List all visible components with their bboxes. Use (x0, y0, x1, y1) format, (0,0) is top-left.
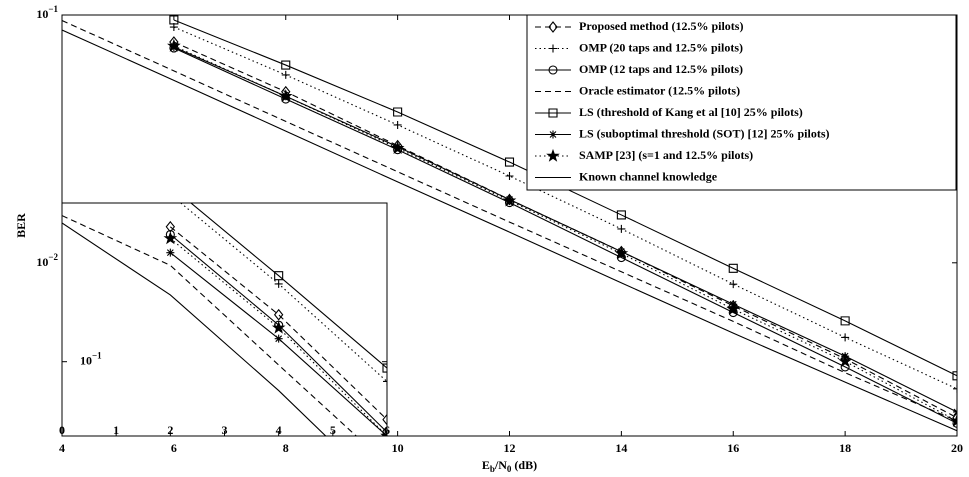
x-tick-label: 6 (384, 423, 390, 437)
legend-label: OMP (12 taps and 12.5% pilots) (579, 62, 743, 76)
data-point (950, 413, 957, 427)
data-point (390, 141, 405, 155)
data-point (163, 231, 178, 245)
plot-lines (62, 203, 387, 436)
data-point (281, 60, 291, 70)
x-tick-label: 16 (727, 441, 739, 455)
data-point (952, 371, 957, 381)
data-point (274, 334, 283, 343)
data-point (273, 308, 284, 321)
legend-label: Proposed method (12.5% pilots) (579, 19, 743, 33)
legend-label: Known channel knowledge (579, 169, 718, 183)
y-tick-label: 10−1 (80, 351, 102, 368)
x-tick-label: 10 (392, 441, 404, 455)
legend-marker (548, 21, 558, 33)
data-point (505, 172, 514, 181)
x-axis-label: Eb/N0 (dB) (482, 458, 537, 474)
data-point (271, 320, 286, 334)
x-tick-label: 6 (171, 441, 177, 455)
data-point (616, 210, 626, 220)
series-line (173, 45, 957, 422)
data-point (728, 263, 738, 273)
x-tick-label: 8 (283, 441, 289, 455)
series-line (173, 47, 957, 424)
data-point (166, 248, 175, 257)
y-axis-label: BER (14, 213, 28, 238)
data-point (274, 271, 284, 281)
series-line (190, 203, 387, 369)
data-point (726, 301, 741, 315)
data-point (382, 363, 387, 373)
inset-background (62, 203, 387, 436)
y-tick-label: 10−2 (36, 252, 58, 269)
legend-marker (548, 108, 558, 118)
legend-box (526, 14, 957, 191)
x-tick-label: 2 (167, 423, 173, 437)
x-tick-label: 5 (330, 423, 336, 437)
legend-label: LS (threshold of Kang et al [10] 25% pil… (579, 105, 803, 119)
data-point (169, 15, 179, 25)
data-point (614, 246, 629, 260)
x-tick-label: 3 (222, 423, 228, 437)
data-point (504, 157, 515, 167)
data-point (167, 38, 181, 52)
data-point (838, 354, 852, 368)
data-point (953, 384, 957, 393)
data-point (382, 413, 387, 426)
legend-marker (546, 148, 560, 162)
x-tick-label: 1 (113, 423, 119, 437)
data-point (274, 279, 283, 288)
data-point (840, 316, 850, 326)
legend-marker (549, 44, 557, 53)
data-point (383, 377, 387, 386)
series-line (169, 226, 387, 420)
legend-label: LS (suboptimal threshold (SOT) [12] 25% … (579, 126, 829, 140)
data-point (952, 418, 957, 428)
data-point (729, 280, 738, 289)
series-line (62, 20, 957, 422)
legend-label: OMP (20 taps and 12.5% pilots) (579, 40, 743, 54)
series-line (62, 222, 327, 436)
x-tick-label: 14 (615, 441, 627, 455)
series-line (62, 29, 957, 432)
data-point (952, 411, 957, 424)
x-tick-label: 18 (839, 441, 851, 455)
data-point (278, 89, 293, 103)
data-point (393, 120, 402, 129)
legend-marker (548, 65, 558, 75)
y-tick-label: 10−1 (36, 4, 58, 21)
data-point (281, 70, 290, 79)
data-point (393, 107, 403, 117)
x-tick-label: 20 (951, 441, 963, 455)
plot-lines (62, 15, 957, 432)
data-point (617, 224, 626, 233)
data-point (502, 193, 517, 207)
x-tick-label: 0 (59, 423, 65, 437)
x-tick-label: 4 (59, 441, 65, 455)
x-tick-label: 4 (276, 423, 282, 437)
legend-marker (549, 130, 557, 139)
data-point (380, 428, 387, 436)
series-line (173, 46, 957, 413)
data-point (841, 333, 850, 342)
series-line (62, 215, 358, 436)
legend-label: SAMP [23] (s=1 and 12.5% pilots) (579, 148, 753, 162)
x-tick-label: 12 (504, 441, 516, 455)
legend-label: Oracle estimator (12.5% pilots) (579, 83, 740, 97)
